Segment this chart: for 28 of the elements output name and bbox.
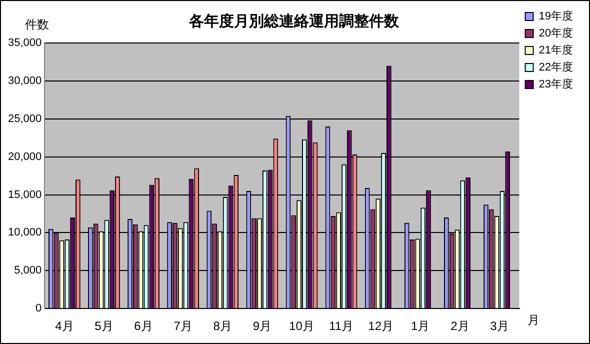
x-tick-label: 4月 xyxy=(55,319,74,334)
x-tick-label: 8月 xyxy=(213,319,232,334)
y-tick-label: 10,000 xyxy=(8,226,42,239)
y-tick-label: 35,000 xyxy=(8,37,42,50)
x-tick-label: 12月 xyxy=(368,319,394,334)
legend-label: 19年度 xyxy=(538,10,574,23)
y-tick-label: 20,000 xyxy=(8,150,42,163)
x-tick-label: 6月 xyxy=(134,319,153,334)
x-tick-label: 10月 xyxy=(289,319,314,334)
y-tick-label: 15,000 xyxy=(8,188,42,201)
y-tick-label: 0 xyxy=(36,302,42,315)
legend-label: 22年度 xyxy=(538,60,574,74)
legend-label: 23年度 xyxy=(538,78,574,91)
x-tick-label: 5月 xyxy=(94,319,114,334)
y-tick-label: 30,000 xyxy=(8,74,42,87)
x-tick-label: 3月 xyxy=(490,319,509,334)
y-tick-label: 25,000 xyxy=(8,112,42,125)
x-tick-label: 11月 xyxy=(329,319,354,334)
legend-label: 20年度 xyxy=(538,26,574,40)
y-axis-title: 件数 xyxy=(25,17,49,32)
x-tick-label: 9月 xyxy=(252,319,272,334)
x-axis-title: 月 xyxy=(527,312,540,327)
x-tick-label: 1月 xyxy=(411,319,430,334)
x-tick-label: 2月 xyxy=(450,319,470,334)
x-tick-label: 7月 xyxy=(174,319,192,334)
y-tick-label: 5,000 xyxy=(14,264,42,277)
chart-title: 各年度月別総連絡運用調整件数 xyxy=(188,12,400,30)
legend-label: 21年度 xyxy=(538,44,574,57)
